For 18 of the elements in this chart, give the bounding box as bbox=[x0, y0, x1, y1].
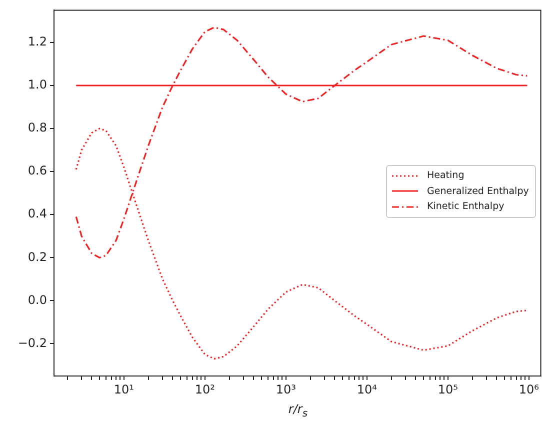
x-tick-label: 10³ bbox=[276, 382, 296, 396]
y-tick-label: 1.2 bbox=[28, 34, 47, 49]
x-tick-label: 10⁵ bbox=[438, 382, 458, 396]
legend-label: Heating bbox=[427, 170, 464, 182]
y-tick-label: 0.6 bbox=[28, 164, 47, 178]
legend-label: Generalized Enthalpy bbox=[427, 186, 529, 197]
y-tick-label: 1.0 bbox=[28, 78, 47, 92]
y-tick-label: −0.2 bbox=[18, 336, 47, 350]
legend-label: Kinetic Enthalpy bbox=[427, 201, 504, 212]
x-tick-label: 10⁶ bbox=[518, 382, 540, 396]
y-tick-label: 0.8 bbox=[28, 120, 47, 135]
y-tick-label: 0.2 bbox=[28, 250, 47, 264]
y-tick-label: 0.0 bbox=[28, 292, 47, 307]
x-tick-label: 10⁴ bbox=[356, 382, 378, 396]
x-axis-title: r/r$_{s}$ bbox=[287, 402, 309, 420]
x-tick-label: 10¹ bbox=[114, 382, 134, 396]
y-tick-label: 0.4 bbox=[28, 206, 47, 221]
x-tick-label: 10² bbox=[194, 382, 216, 396]
